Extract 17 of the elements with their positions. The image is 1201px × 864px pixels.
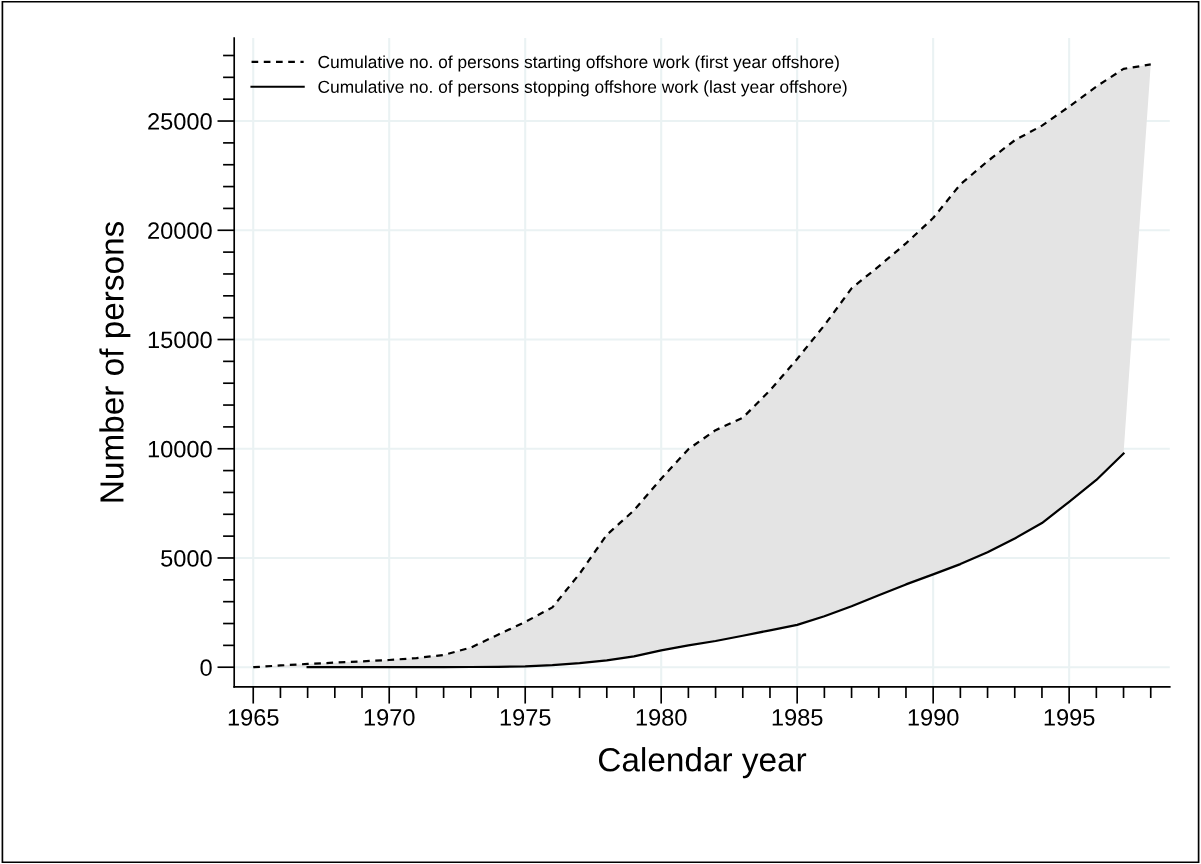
y-tick-label: 20000 xyxy=(148,222,212,240)
legend-label: Cumulative no. of persons starting offshore work (first year offshore) xyxy=(318,55,839,72)
x-tick-label: 1980 xyxy=(636,709,687,726)
y-tick-label: 25000 xyxy=(148,113,212,130)
x-tick-label: 1990 xyxy=(908,709,959,726)
x-axis-title: Calendar year xyxy=(599,747,807,779)
y-tick-label: 15000 xyxy=(148,331,212,349)
x-tick-label: 1970 xyxy=(364,709,415,726)
x-tick-label: 1985 xyxy=(772,709,823,726)
y-tick-label: 10000 xyxy=(148,440,212,458)
x-tick-label: 1995 xyxy=(1044,709,1095,726)
x-tick-label: 1965 xyxy=(228,709,279,726)
x-tick-label: 1975 xyxy=(500,709,551,726)
y-axis-title: Number of persons xyxy=(99,221,131,502)
legend-label: Cumulative no. of persons stopping offshore work (last year offshore) xyxy=(318,80,847,97)
y-tick-label: 0 xyxy=(200,659,212,677)
y-tick-label: 5000 xyxy=(161,550,212,567)
